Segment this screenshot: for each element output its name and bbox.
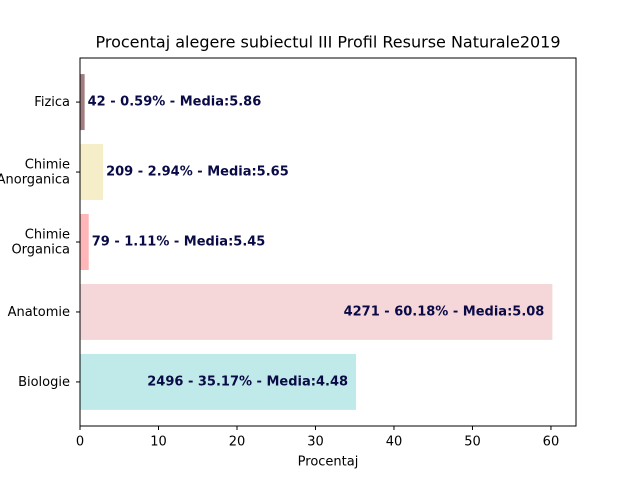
plot-frame (79, 57, 577, 427)
x-tick-label: 10 (150, 435, 167, 450)
value-label: 79 - 1.11% - Media:5.45 (92, 235, 266, 250)
chart-title: Procentaj alegere subiectul III Profil R… (95, 33, 560, 52)
bar (80, 214, 89, 270)
value-label: 42 - 0.59% - Media:5.86 (88, 95, 262, 110)
y-tick-label: Anatomie (8, 304, 70, 319)
x-tick-label: 50 (464, 435, 481, 450)
x-tick-label: 0 (76, 435, 84, 450)
bar (80, 353, 357, 410)
value-label: 4271 - 60.18% - Media:5.08 (344, 304, 545, 319)
value-label: 209 - 2.94% - Media:5.65 (106, 165, 289, 180)
value-label: 2496 - 35.17% - Media:4.48 (147, 374, 348, 389)
x-tick-label: 20 (229, 435, 246, 450)
y-tick-label: Biologie (18, 374, 70, 389)
x-tick-label: 30 (307, 435, 324, 450)
bar (80, 283, 553, 340)
y-tick-label: Fizica (34, 95, 70, 110)
y-tick-label: Chimie Anorganica (0, 157, 70, 187)
bar (80, 74, 85, 131)
bar (80, 144, 104, 201)
y-tick-label: Chimie Organica (11, 227, 70, 257)
x-tick-label: 40 (386, 435, 403, 450)
x-tick-label: 60 (543, 435, 560, 450)
x-axis-label: Procentaj (298, 455, 359, 470)
